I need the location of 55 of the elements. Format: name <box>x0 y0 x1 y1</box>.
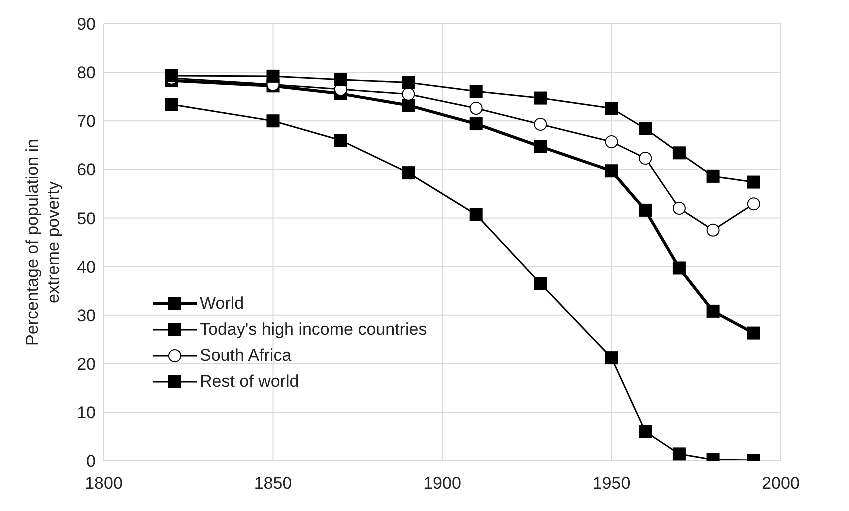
x-tick-label: 1800 <box>85 474 123 494</box>
point <box>672 202 686 216</box>
legend-label: South Africa <box>200 346 292 366</box>
y-tick-label: 30 <box>77 306 96 326</box>
point <box>605 352 618 365</box>
point <box>402 88 416 101</box>
point <box>706 170 720 183</box>
y-tick-label: 70 <box>77 112 96 132</box>
y-tick-label: 40 <box>77 258 96 277</box>
point <box>266 114 280 128</box>
y-tick-label: 50 <box>77 209 96 228</box>
point <box>672 448 686 461</box>
point <box>747 326 760 340</box>
point <box>534 118 548 132</box>
legend-label: Today's high income countries <box>200 320 428 340</box>
point <box>402 99 416 112</box>
y-tick-label: 60 <box>77 160 96 180</box>
point <box>672 262 686 275</box>
point <box>639 122 652 136</box>
x-tick-label: 1900 <box>424 474 462 494</box>
point <box>672 146 686 160</box>
y-tick-label: 20 <box>77 354 96 374</box>
point <box>470 84 483 98</box>
point <box>534 277 548 290</box>
point <box>706 304 720 318</box>
point <box>534 140 548 154</box>
y-tick-label: 10 <box>77 403 96 422</box>
x-tick-label: 1950 <box>592 474 631 494</box>
point <box>747 176 760 189</box>
point <box>747 198 760 211</box>
legend-label: Rest of world <box>200 372 300 392</box>
point <box>402 166 416 180</box>
point <box>706 224 720 237</box>
point <box>266 70 280 83</box>
point <box>334 73 348 86</box>
y-tick-label: 80 <box>77 64 96 83</box>
point <box>605 102 618 115</box>
point <box>639 425 652 438</box>
point <box>402 76 416 90</box>
x-tick-label: 1850 <box>254 474 292 494</box>
y-tick-label: 90 <box>77 15 96 34</box>
point <box>534 92 548 105</box>
point <box>605 164 618 178</box>
point <box>470 208 483 222</box>
point <box>165 98 178 112</box>
y-tick-label: 0 <box>86 452 96 472</box>
legend-label: World <box>200 294 244 314</box>
point <box>470 118 483 131</box>
point <box>334 134 348 148</box>
point <box>639 204 652 217</box>
x-tick-label: 2000 <box>762 474 800 494</box>
point <box>639 152 652 165</box>
point <box>605 135 618 148</box>
point <box>470 102 483 115</box>
y-axis-title: Percentage of population in extreme poverty <box>23 139 63 346</box>
